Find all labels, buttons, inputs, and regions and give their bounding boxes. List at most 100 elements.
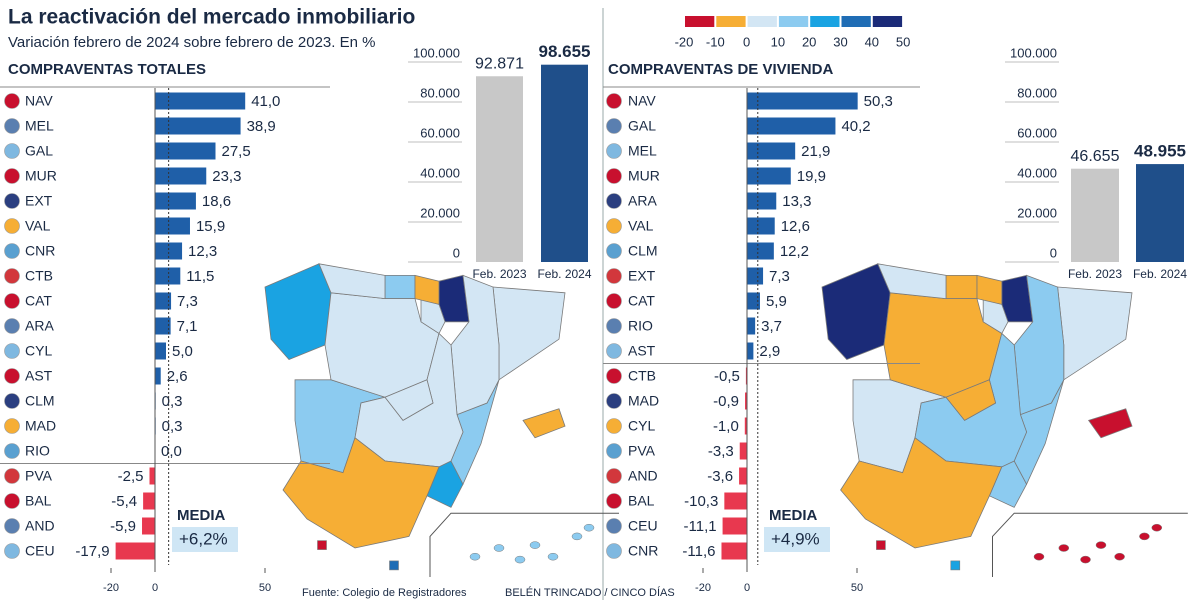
category-label: AST — [25, 368, 53, 384]
category-label: Feb. 2023 — [472, 267, 526, 281]
average-box — [764, 527, 830, 552]
category-label: CLM — [25, 393, 55, 409]
bar — [155, 217, 190, 235]
map-island — [1114, 552, 1125, 561]
x-tick-label: 50 — [259, 582, 271, 594]
map-region — [282, 437, 440, 549]
category-label: BAL — [25, 493, 52, 509]
scale-swatch — [716, 16, 746, 27]
value-label: 40,2 — [841, 118, 870, 135]
value-label: -11,6 — [682, 543, 715, 560]
x-tick-label: -20 — [695, 582, 711, 594]
flag — [606, 93, 622, 109]
category-label: CTB — [628, 368, 656, 384]
flag — [4, 143, 20, 159]
category-label: PVA — [25, 468, 53, 484]
flag — [606, 268, 622, 284]
flag — [4, 243, 20, 259]
map-region — [1013, 274, 1065, 416]
average-label: +6,2% — [179, 529, 228, 548]
flag — [4, 268, 20, 284]
value-label: 19,9 — [797, 168, 826, 185]
credit: BELÉN TRINCADO / CINCO DÍAS — [505, 586, 675, 599]
value-label: 41,0 — [251, 93, 280, 110]
value-label: 50,3 — [864, 93, 893, 110]
category-label: CLM — [628, 243, 658, 259]
category-label: AND — [628, 468, 658, 484]
value-label: 0,3 — [162, 393, 183, 410]
category-label: NAV — [25, 93, 53, 109]
average-box — [172, 527, 238, 552]
map-island — [583, 523, 595, 532]
value-label: 46.655 — [1071, 148, 1120, 165]
category-label: EXT — [628, 268, 656, 284]
bar — [155, 367, 161, 385]
flag — [4, 293, 20, 309]
bar — [721, 542, 747, 560]
map-island — [547, 552, 559, 561]
y-tick-label: 80.000 — [420, 85, 460, 100]
category-label: CNR — [628, 543, 658, 559]
category-label: BAL — [628, 493, 655, 509]
canary-inset-frame — [992, 512, 1188, 577]
value-label: -0,5 — [714, 368, 740, 385]
flag — [4, 543, 20, 559]
flag — [606, 418, 622, 434]
category-label: Feb. 2023 — [1068, 267, 1122, 281]
value-label: -11,1 — [684, 518, 717, 535]
scale-tick-label: 30 — [833, 34, 847, 49]
value-label: 7,3 — [177, 293, 198, 310]
bar — [155, 267, 181, 285]
value-label: 7,3 — [769, 268, 790, 285]
subtitle: Variación febrero de 2024 sobre febrero … — [8, 34, 375, 51]
source: Fuente: Colegio de Registradores — [302, 587, 467, 599]
category-label: MEL — [628, 143, 657, 159]
value-label: 2,6 — [167, 368, 188, 385]
bar — [155, 342, 166, 360]
value-label: 92.871 — [475, 55, 524, 72]
flag — [4, 168, 20, 184]
value-label: -3,6 — [707, 468, 733, 485]
map-region — [450, 274, 500, 416]
bar — [142, 517, 155, 535]
value-label: -10,3 — [684, 493, 718, 510]
map-region — [264, 263, 332, 360]
flag — [606, 518, 622, 534]
flag — [4, 343, 20, 359]
category-label: GAL — [25, 143, 53, 159]
scale-swatch — [747, 16, 777, 27]
value-label: 5,9 — [766, 293, 787, 310]
scale-swatch — [841, 16, 871, 27]
flag — [4, 443, 20, 459]
scale-tick-label: 20 — [802, 34, 816, 49]
bar — [747, 292, 760, 310]
category-label: CNR — [25, 243, 55, 259]
x-tick-label: 50 — [851, 582, 863, 594]
bar — [155, 192, 196, 210]
category-label: Feb. 2024 — [1133, 267, 1187, 281]
average-title: MEDIA — [177, 507, 226, 524]
map-island — [529, 541, 541, 549]
scale-swatch — [685, 16, 715, 27]
map-island — [1058, 544, 1070, 552]
average-label: +4,9% — [771, 529, 820, 548]
x-tick-label: 0 — [744, 582, 750, 594]
bar — [747, 317, 756, 335]
value-label: 21,9 — [801, 143, 830, 160]
flag — [606, 543, 622, 559]
category-label: GAL — [628, 118, 656, 134]
flag — [606, 293, 622, 309]
bar — [739, 467, 747, 485]
value-label: 0,3 — [162, 418, 183, 435]
flag — [606, 393, 622, 409]
flag — [606, 343, 622, 359]
bar — [747, 217, 775, 235]
x-tick-label: 0 — [152, 582, 158, 594]
flag — [606, 143, 622, 159]
scale-swatch — [872, 16, 903, 27]
flag — [606, 193, 622, 209]
category-label: CTB — [25, 268, 53, 284]
flag — [606, 318, 622, 334]
value-label: 12,6 — [781, 218, 810, 235]
